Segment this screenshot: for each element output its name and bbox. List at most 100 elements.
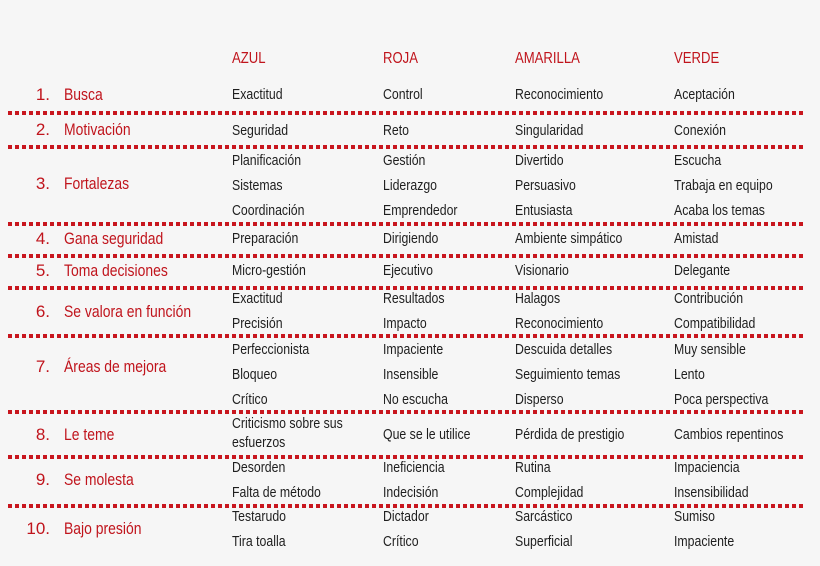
cell-line: Que se le utilice: [383, 426, 471, 443]
cell-line: Preparación: [232, 230, 299, 247]
cell-roja: Que se le utilice: [383, 422, 471, 447]
cell-line: Tira toalla: [232, 533, 286, 550]
cell-amarilla: Descuida detalles Seguimiento temas Disp…: [515, 337, 620, 412]
row-divider: [8, 111, 806, 115]
row-divider: [8, 254, 806, 258]
cell-line: Visionario: [515, 262, 569, 279]
cell-line: Entusiasta: [515, 202, 573, 219]
cell-line: Sumiso: [674, 508, 716, 525]
cell-line: Criticismo sobre sus: [232, 415, 343, 432]
cell-verde: Escucha Trabaja en equipo Acaba los tema…: [674, 148, 773, 223]
column-header-verde: VERDE: [674, 50, 720, 67]
cell-azul: Testarudo Tira toalla: [232, 504, 286, 554]
column-header-amarilla: AMARILLA: [515, 50, 580, 67]
cell-line: Divertido: [515, 152, 564, 169]
row-label: Bajo presión: [64, 519, 142, 538]
cell-line: Reconocimiento: [515, 86, 604, 103]
cell-line: Complejidad: [515, 484, 584, 501]
row-divider: [8, 410, 806, 414]
cell-line: Coordinación: [232, 202, 305, 219]
cell-line: Perfeccionista: [232, 341, 310, 358]
cell-roja: Ejecutivo: [383, 258, 433, 283]
cell-azul: Exactitud Precisión: [232, 286, 283, 336]
row-divider: [8, 455, 806, 459]
cell-line: Acaba los temas: [674, 202, 765, 219]
cell-line: Lento: [674, 366, 705, 383]
column-header-roja: ROJA: [383, 50, 418, 67]
row-number: 2.: [35, 120, 50, 139]
cell-amarilla: Ambiente simpático: [515, 226, 622, 251]
cell-line: Insensibilidad: [674, 484, 749, 501]
row-label: Le teme: [64, 425, 115, 444]
cell-roja: Dictador Crítico: [383, 504, 429, 554]
cell-amarilla: Visionario: [515, 258, 569, 283]
cell-line: Escucha: [674, 152, 722, 169]
cell-line: Superficial: [515, 533, 573, 550]
cell-amarilla: Pérdida de prestigio: [515, 422, 624, 447]
cell-verde: Aceptación: [674, 82, 735, 107]
cell-line: Micro-gestión: [232, 262, 306, 279]
row-number: 1.: [35, 85, 50, 104]
cell-line: Muy sensible: [674, 341, 746, 358]
cell-line: Desorden: [232, 459, 286, 476]
row-divider: [8, 334, 806, 338]
cell-line: Resultados: [383, 290, 445, 307]
row-divider: [8, 286, 806, 290]
cell-line: Precisión: [232, 315, 283, 332]
row-label: Gana seguridad: [64, 229, 164, 248]
cell-roja: Dirigiendo: [383, 226, 438, 251]
cell-line: Persuasivo: [515, 177, 576, 194]
cell-line: Dictador: [383, 508, 429, 525]
cell-verde: Delegante: [674, 258, 730, 283]
cell-amarilla: Halagos Reconocimiento: [515, 286, 603, 336]
row-label: Áreas de mejora: [64, 357, 167, 376]
column-header-azul: AZUL: [232, 50, 266, 67]
cell-line: Ejecutivo: [383, 262, 433, 279]
cell-line: Planificación: [232, 152, 302, 169]
cell-line: Exactitud: [232, 86, 283, 103]
cell-line: Reto: [383, 122, 409, 139]
cell-line: Sistemas: [232, 177, 283, 194]
row-number: 9.: [35, 470, 50, 489]
cell-line: Contribución: [674, 290, 744, 307]
row-label: Se valora en función: [64, 302, 192, 321]
cell-line: Sarcástico: [515, 508, 573, 525]
cell-azul: Desorden Falta de método: [232, 455, 321, 505]
cell-azul: Perfeccionista Bloqueo Crítico: [232, 337, 309, 412]
cell-line: Liderazgo: [383, 177, 438, 194]
cell-line: No escucha: [383, 391, 448, 408]
cell-line: Seguridad: [232, 122, 289, 139]
cell-verde: Muy sensible Lento Poca perspectiva: [674, 337, 768, 412]
cell-azul: Planificación Sistemas Coordinación: [232, 148, 304, 223]
row-number: 10.: [26, 519, 50, 538]
cell-line: Singularidad: [515, 122, 584, 139]
cell-line: Crítico: [383, 533, 419, 550]
cell-line: Insensible: [383, 366, 439, 383]
cell-azul: Seguridad: [232, 118, 288, 143]
cell-line: Impacto: [383, 315, 427, 332]
cell-line: Pérdida de prestigio: [515, 426, 625, 443]
cell-azul: Preparación: [232, 226, 298, 251]
cell-line: Descuida detalles: [515, 341, 613, 358]
row-label: Motivación: [64, 120, 131, 139]
row-label: Fortalezas: [64, 174, 130, 193]
row-number: 5.: [35, 261, 50, 280]
row-label: Busca: [64, 85, 103, 104]
row-number: 8.: [35, 425, 50, 444]
cell-line: Conexión: [674, 122, 726, 139]
row-label: Toma decisiones: [64, 261, 168, 280]
row-divider: [8, 504, 806, 508]
cell-roja: Gestión Liderazgo Emprendedor: [383, 148, 458, 223]
cell-line: Bloqueo: [232, 366, 278, 383]
row-label: Se molesta: [64, 470, 134, 489]
cell-line: Dirigiendo: [383, 230, 439, 247]
cell-line: Control: [383, 86, 423, 103]
cell-line: Halagos: [515, 290, 561, 307]
cell-azul: Exactitud: [232, 82, 283, 107]
cell-line: Gestión: [383, 152, 426, 169]
cell-roja: Reto: [383, 118, 409, 143]
cell-line: Delegante: [674, 262, 731, 279]
cell-amarilla: Divertido Persuasivo Entusiasta: [515, 148, 576, 223]
cell-line: Amistad: [674, 230, 719, 247]
